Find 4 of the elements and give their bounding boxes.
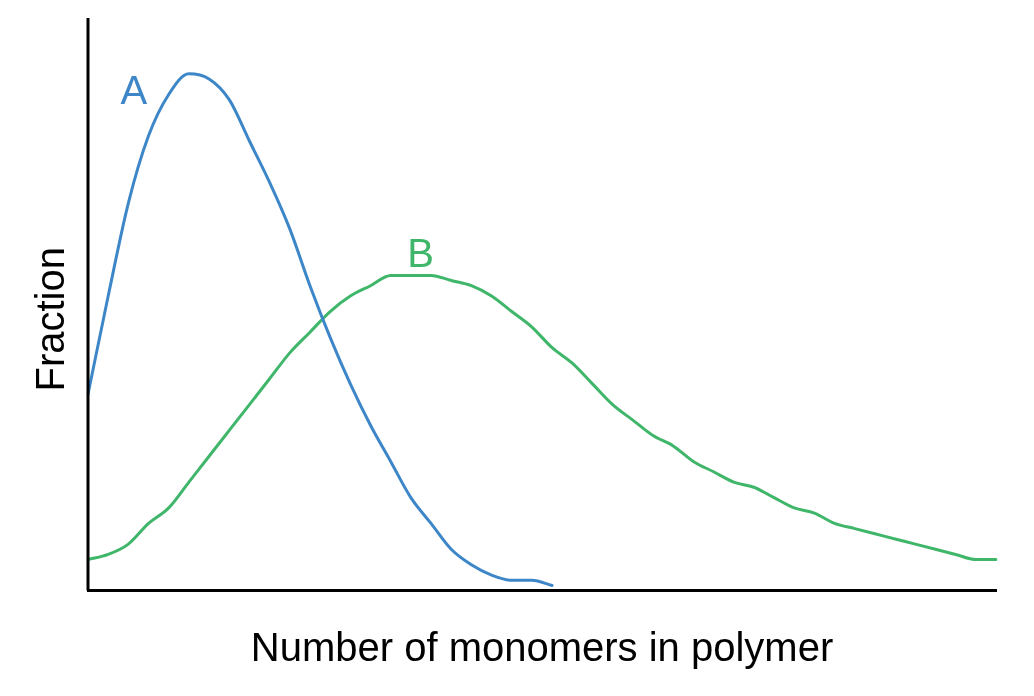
x-axis-title: Number of monomers in polymer (250, 625, 834, 670)
y-axis-title: Fraction (28, 247, 73, 392)
series-label: A (120, 67, 148, 112)
series-label: B (407, 231, 435, 276)
